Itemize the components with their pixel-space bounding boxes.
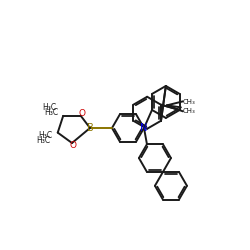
Text: H₃C: H₃C xyxy=(38,131,53,140)
Text: B: B xyxy=(87,123,94,133)
Text: CH₃: CH₃ xyxy=(183,108,196,114)
Text: H₃C: H₃C xyxy=(42,103,56,112)
Text: O: O xyxy=(70,140,76,149)
Text: CH₃: CH₃ xyxy=(183,99,196,105)
Text: O: O xyxy=(78,109,85,118)
Text: H₃C: H₃C xyxy=(44,108,58,117)
Text: N: N xyxy=(140,123,148,133)
Text: H₃C: H₃C xyxy=(36,136,51,145)
